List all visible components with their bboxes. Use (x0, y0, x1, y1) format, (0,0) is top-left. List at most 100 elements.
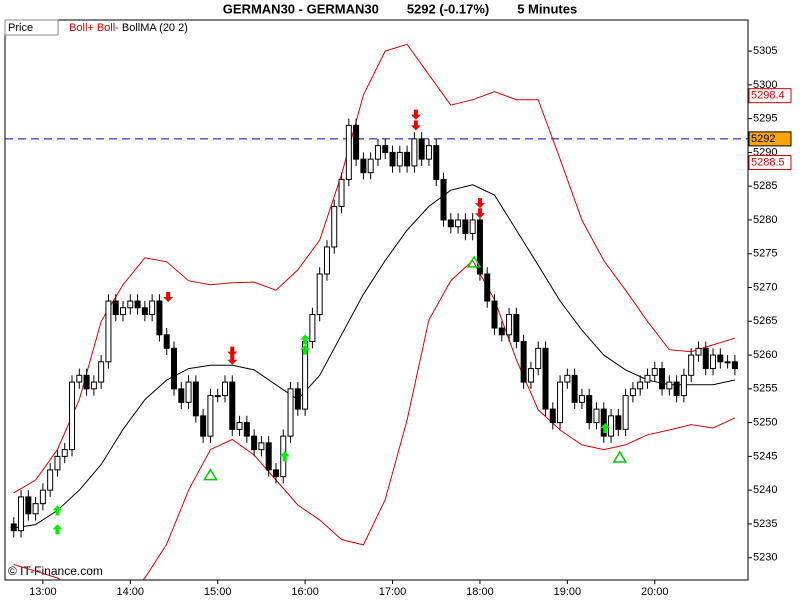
signal-marker (163, 291, 174, 302)
x-tick-label: 15:00 (204, 586, 232, 598)
candle-body (717, 354, 724, 363)
candle-body (593, 408, 600, 424)
candle-body (425, 145, 432, 160)
candle-body (462, 219, 469, 234)
candle-body (615, 415, 622, 430)
signal-marker (227, 354, 238, 365)
price-label-box (748, 155, 792, 171)
candle-body (149, 300, 156, 316)
x-tick-label: 20:00 (641, 586, 669, 598)
candle-body (491, 300, 498, 329)
signal-marker (279, 451, 290, 462)
y-tick-label: 5235 (753, 518, 777, 530)
y-tick-label: 5230 (753, 552, 777, 564)
price-label: 5292 (751, 133, 775, 145)
candle-body (272, 469, 279, 478)
x-tick-label: 13:00 (29, 586, 57, 598)
plot-area (5, 43, 748, 580)
candle-body (76, 374, 83, 383)
candle-body (542, 347, 549, 410)
y-tick-label: 5260 (753, 349, 777, 361)
candle-body (98, 361, 105, 383)
candle-body (520, 341, 527, 383)
candle-body (90, 381, 97, 390)
x-tick-label: 16:00 (291, 586, 319, 598)
chart-subtitle: 5292 (-0.17%) (407, 1, 489, 16)
y-tick-label: 5300 (753, 79, 777, 91)
y-tick-label: 5240 (753, 484, 777, 496)
y-tick-label: 5270 (753, 281, 777, 293)
candle-body (331, 205, 338, 248)
candle-body (688, 354, 695, 376)
candle-body (178, 388, 185, 403)
signal-marker (600, 423, 611, 434)
y-tick-label: 5280 (753, 214, 777, 226)
candle-body (170, 347, 177, 390)
candle-body (447, 219, 454, 228)
candle-body (207, 395, 214, 437)
y-tick-label: 5295 (753, 113, 777, 125)
candle-body (323, 246, 330, 275)
candle-body (586, 395, 593, 424)
y-tick-label: 5285 (753, 180, 777, 192)
candle-body (127, 300, 134, 309)
candle-body (61, 449, 68, 457)
candle-body (83, 374, 90, 390)
candle-body (455, 219, 462, 228)
signal-marker (227, 346, 238, 357)
candle-body (433, 145, 440, 180)
candle-body (498, 327, 505, 336)
candle-body (382, 145, 389, 153)
signal-marker (410, 109, 421, 120)
candle-body (105, 300, 112, 363)
signal-marker (612, 450, 628, 463)
candle-body (192, 381, 199, 417)
candle-body (710, 354, 717, 370)
x-tick-label: 19:00 (554, 586, 582, 598)
candle-body (659, 368, 666, 390)
price-label-box (748, 88, 792, 104)
candle-body (535, 347, 542, 370)
candle-body (484, 273, 491, 302)
candle-body (287, 388, 294, 437)
candle-body (156, 300, 163, 336)
candle-body (221, 381, 228, 397)
y-tick-label: 5245 (753, 450, 777, 462)
candle-body (673, 381, 680, 397)
candle-body (469, 219, 476, 234)
candle-body (549, 408, 556, 424)
candle-body (404, 151, 411, 167)
candle-body (600, 408, 607, 437)
candle-body (338, 178, 345, 207)
candle-body (258, 442, 265, 451)
band-line (13, 184, 736, 529)
candle-body (32, 503, 39, 515)
y-tick-label: 5275 (753, 248, 777, 260)
legend-box (4, 19, 59, 36)
candle-body (411, 138, 418, 167)
candle-body (69, 381, 76, 451)
candle-body (265, 442, 272, 471)
candle-body (629, 388, 636, 397)
band-line (13, 259, 736, 580)
candle-body (666, 381, 673, 390)
candle-body (112, 300, 119, 316)
legend-label: Boll- (97, 22, 119, 34)
signal-marker (474, 208, 485, 219)
candle-body (236, 422, 243, 430)
candle-body (229, 381, 236, 430)
band-line (13, 43, 736, 494)
signal-marker (300, 344, 311, 355)
candle-body (54, 455, 61, 471)
candle-body (564, 374, 571, 383)
candle-body (243, 422, 250, 437)
candle-body (18, 496, 25, 532)
signal-marker (203, 468, 218, 481)
candle-body (731, 361, 738, 370)
signal-marker (52, 524, 63, 535)
candle-body (251, 435, 258, 451)
candle-body (695, 347, 702, 356)
candle-body (294, 388, 301, 410)
